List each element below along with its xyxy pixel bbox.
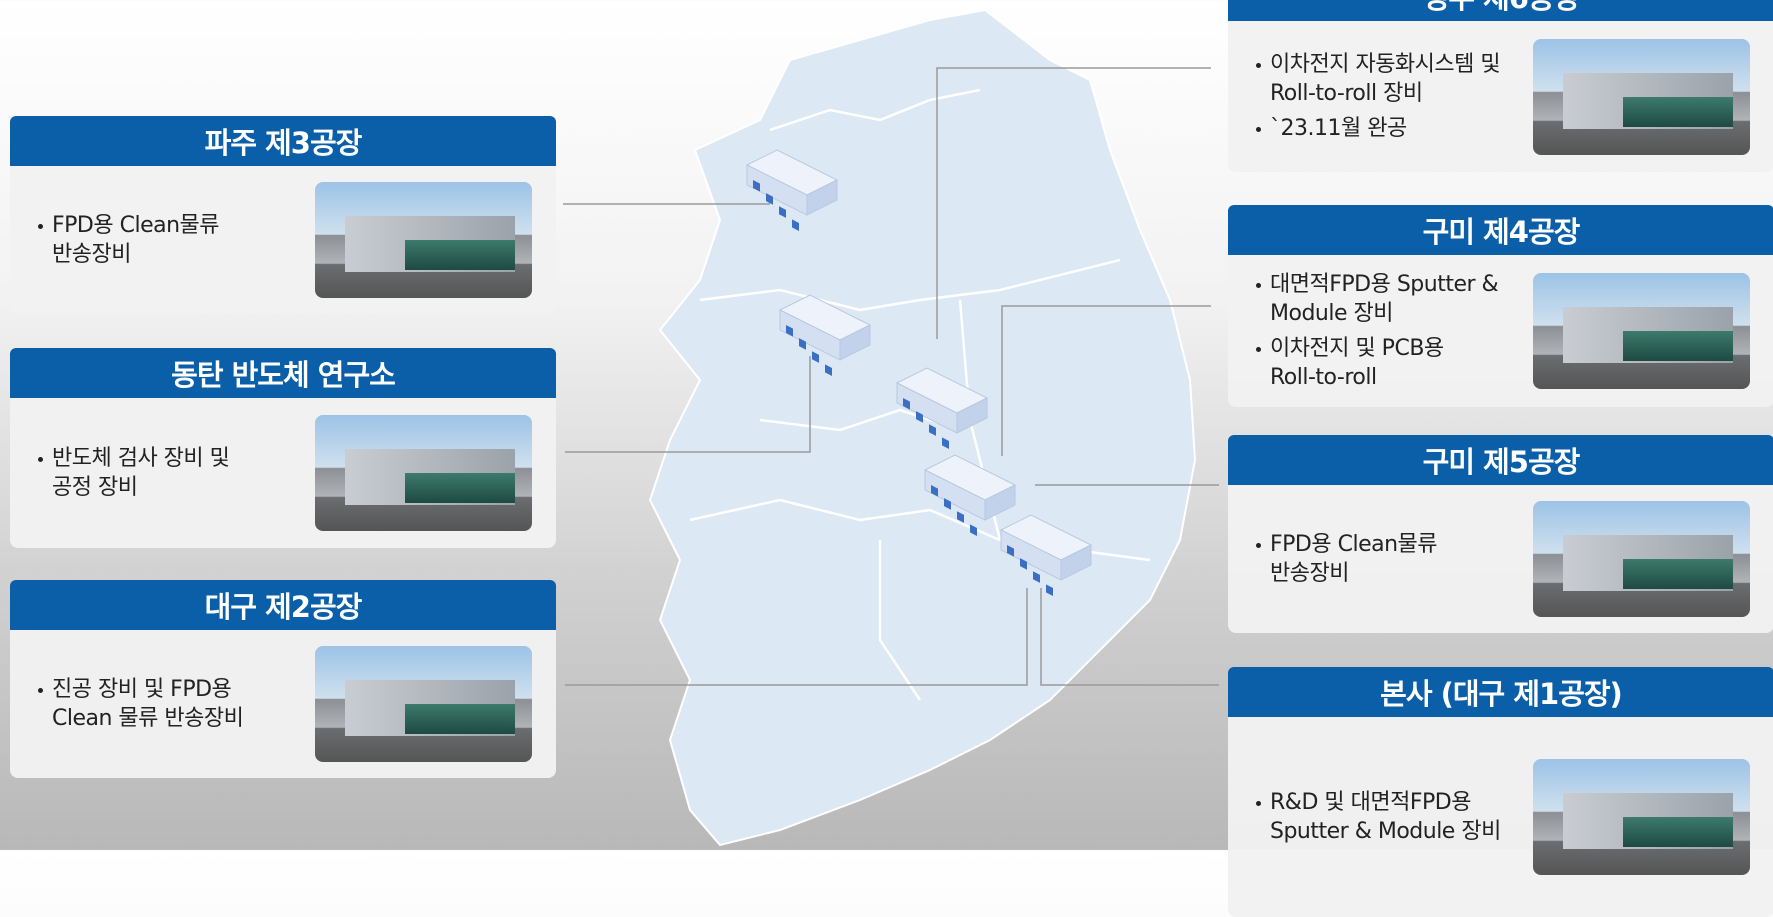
bullet-dot: [1256, 347, 1261, 352]
bullet-text: Roll-to-roll: [1270, 363, 1498, 392]
site-photo: [1533, 39, 1750, 155]
bullet-text: 진공 장비 및 FPD용: [52, 675, 243, 704]
bullet-text: 공정 장비: [52, 473, 229, 502]
bullet-text: FPD용 Clean물류: [1270, 530, 1437, 559]
site-title: 구미 제5공장: [1228, 435, 1773, 485]
site-title: 대구 제2공장: [10, 580, 556, 630]
bullet-text: Sputter & Module 장비: [1270, 817, 1501, 846]
site-photo: [1533, 759, 1750, 875]
bullet-dot: [38, 224, 43, 229]
bullet-item: `23.11월 완공: [1254, 114, 1500, 143]
bullet-dot: [1256, 543, 1261, 548]
bullet-text: Clean 물류 반송장비: [52, 704, 243, 733]
bullet-text: 이차전지 자동화시스템 및: [1270, 50, 1500, 79]
site-photo: [1533, 501, 1750, 617]
bullet-text: R&D 및 대면적FPD용: [1270, 788, 1501, 817]
bullet-text: `23.11월 완공: [1270, 114, 1500, 143]
site-photo: [315, 646, 532, 762]
photo-glass: [1623, 97, 1733, 127]
bullet-dot: [38, 457, 43, 462]
photo-glass: [1623, 559, 1733, 589]
site-photo: [315, 182, 532, 298]
bullet-dot: [1256, 127, 1261, 132]
site-title: 본사 (대구 제1공장): [1228, 667, 1773, 717]
bullet-text: Roll-to-roll 장비: [1270, 79, 1500, 108]
site-title: 파주 제3공장: [10, 116, 556, 166]
site-photo: [315, 415, 532, 531]
bullet-text: Module 장비: [1270, 299, 1498, 328]
site-title: 구미 제4공장: [1228, 205, 1773, 255]
bullet-dot: [38, 688, 43, 693]
site-title: 청주 제6공장: [1228, 0, 1773, 21]
bullet-text: 반도체 검사 장비 및: [52, 444, 229, 473]
bullet-text: 이차전지 및 PCB용: [1270, 334, 1498, 363]
bullet-text: 반송장비: [1270, 559, 1437, 588]
photo-glass: [1623, 331, 1733, 361]
site-photo: [1533, 273, 1750, 389]
korea-map: [650, 10, 1195, 845]
photo-glass: [405, 240, 515, 270]
bullet-dot: [1256, 801, 1261, 806]
photo-glass: [405, 704, 515, 734]
bullet-item: 대면적FPD용 Sputter &Module 장비: [1254, 270, 1498, 328]
page: 파주 제3공장FPD용 Clean물류반송장비동탄 반도체 연구소반도체 검사 …: [0, 0, 1773, 850]
photo-glass: [405, 473, 515, 503]
bullet-text: 반송장비: [52, 240, 219, 269]
bullet-text: FPD용 Clean물류: [52, 211, 219, 240]
bullet-text: 대면적FPD용 Sputter &: [1270, 270, 1498, 299]
bullet-dot: [1256, 283, 1261, 288]
photo-glass: [1623, 817, 1733, 847]
bullet-dot: [1256, 63, 1261, 68]
site-title: 동탄 반도체 연구소: [10, 348, 556, 398]
